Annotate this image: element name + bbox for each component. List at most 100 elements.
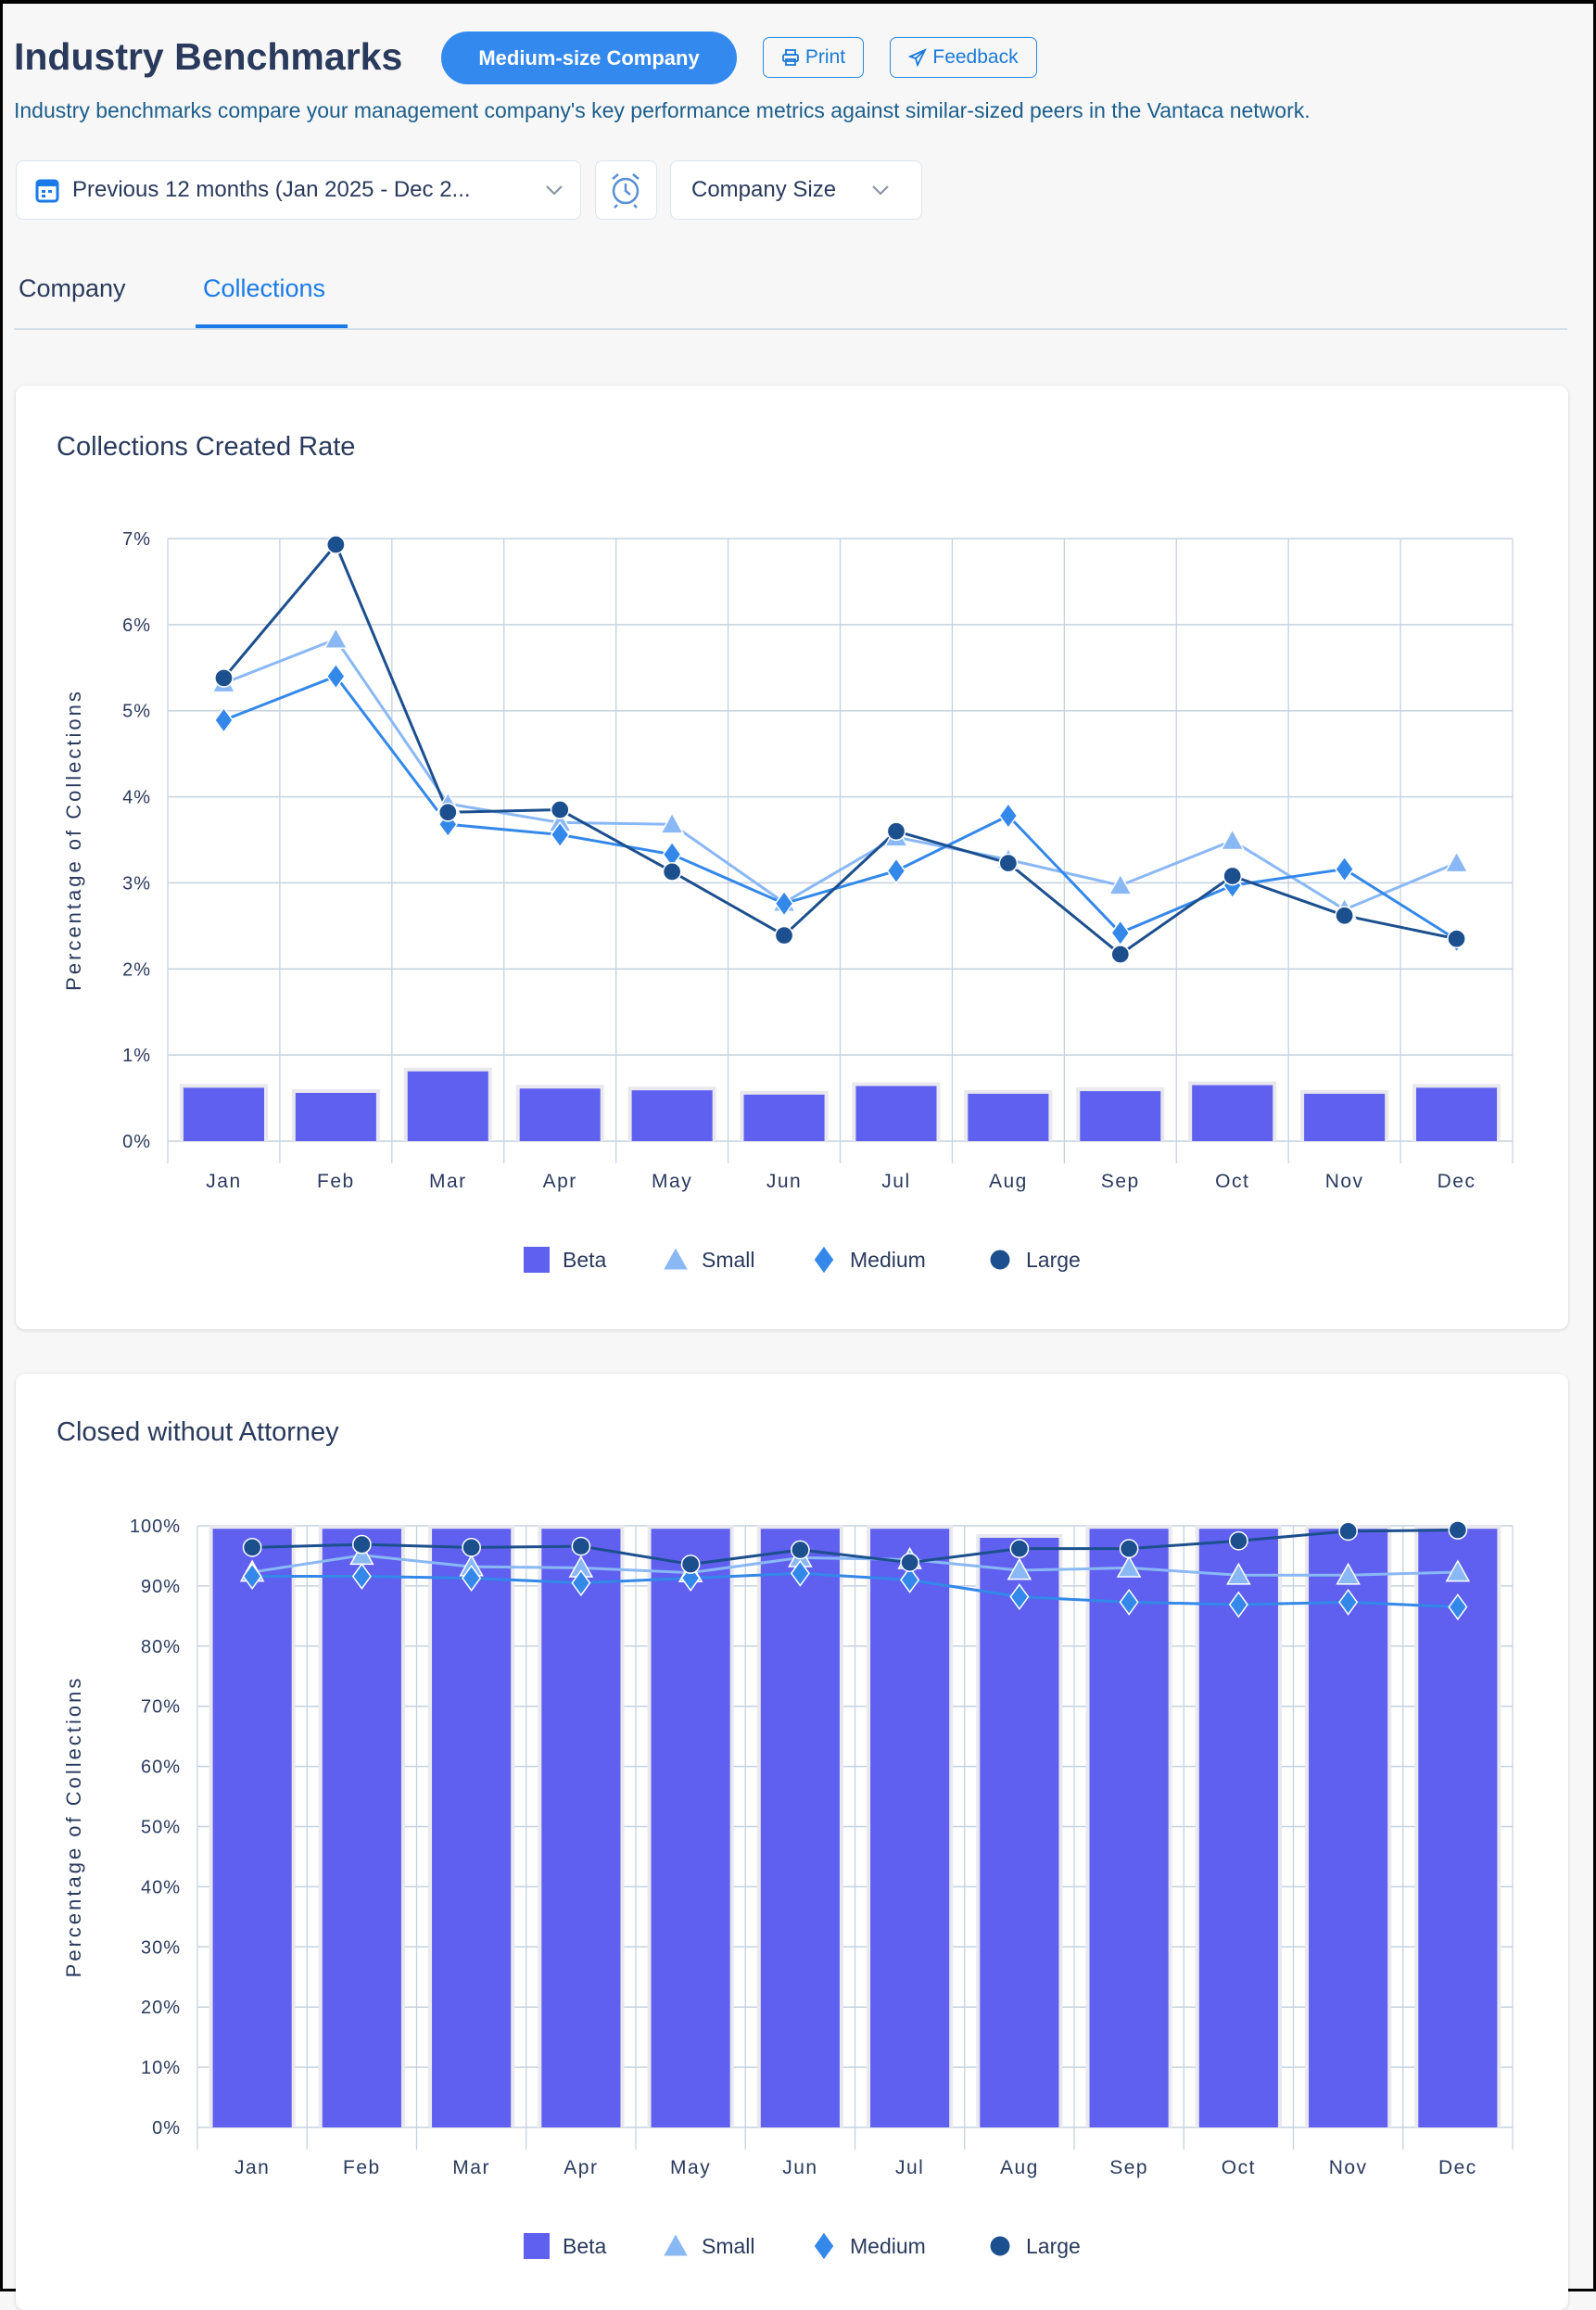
bar-beta <box>183 1087 264 1141</box>
y-tick-label: 10% <box>141 2058 181 2078</box>
legend-beta-label: Beta <box>563 1248 607 1272</box>
bar-beta <box>760 1529 840 2127</box>
feedback-button[interactable]: Feedback <box>890 37 1037 78</box>
legend-beta-swatch <box>524 2233 550 2259</box>
legend-small-marker <box>661 1245 690 1271</box>
point-small <box>1445 1559 1471 1582</box>
point-medium <box>998 802 1019 830</box>
date-range-value: Previous 12 months (Jan 2025 - Dec 2... <box>72 177 471 202</box>
point-large <box>214 668 234 688</box>
date-range-dropdown[interactable]: Previous 12 months (Jan 2025 - Dec 2... <box>16 160 581 220</box>
point-medium <box>790 1559 810 1587</box>
line-small <box>251 1554 1458 1577</box>
point-medium <box>242 1563 262 1590</box>
bar-beta <box>541 1529 621 2127</box>
legend-large-marker <box>989 2235 1011 2257</box>
chart-closed-without-attorney: 0% 10% 20% 30% 40% 50% 60% 70% 80% 90% 100% Percent… <box>62 1517 1514 2262</box>
schedule-button[interactable] <box>595 160 657 220</box>
point-medium <box>1110 919 1131 946</box>
point-large <box>662 862 682 882</box>
x-tick-label: Jun <box>782 2157 817 2178</box>
legend-large-marker <box>989 1249 1011 1271</box>
point-large <box>1222 866 1243 886</box>
x-tick-label: Oct <box>1222 2157 1256 2178</box>
company-size-badge[interactable]: Medium-size Company <box>441 32 737 84</box>
point-large <box>352 1534 372 1555</box>
y-tick-label: 6% <box>122 616 151 636</box>
point-small <box>1007 1557 1032 1580</box>
legend-medium-label: Medium <box>850 1248 926 1272</box>
x-tick-label: Apr <box>543 1171 577 1192</box>
point-medium <box>325 663 346 691</box>
point-medium <box>550 820 570 848</box>
company-size-dropdown[interactable]: Company Size <box>670 160 922 220</box>
point-medium <box>351 1563 372 1590</box>
chart-card-collections-created-rate: Collections Created Rate 0% 1% 2% 3% 4% 5% 6% 7… <box>16 386 1568 1329</box>
point-small <box>1336 1562 1361 1585</box>
point-large <box>326 535 346 554</box>
bar-beta <box>212 1529 292 2127</box>
x-tick-label: Aug <box>1000 2157 1039 2178</box>
point-small <box>1220 828 1245 851</box>
bar-beta <box>322 1529 401 2127</box>
bar-beta <box>980 1537 1059 2127</box>
point-large <box>774 925 794 946</box>
print-label: Print <box>804 46 846 68</box>
y-tick-label: 100% <box>130 1517 181 1537</box>
legend-medium-marker <box>812 2230 836 2262</box>
x-tick-label: May <box>652 1171 692 1192</box>
point-large <box>1335 906 1354 926</box>
feedback-label: Feedback <box>932 46 1019 68</box>
point-medium <box>1228 1591 1248 1618</box>
point-large <box>998 853 1019 873</box>
point-medium <box>886 857 906 884</box>
point-medium <box>1009 1583 1030 1611</box>
tab-company[interactable]: Company <box>19 274 126 302</box>
bar-beta <box>407 1071 488 1141</box>
point-medium <box>571 1569 591 1597</box>
point-large <box>571 1536 591 1556</box>
x-tick-label: Nov <box>1329 2157 1368 2178</box>
bar-beta <box>1198 1529 1278 2127</box>
point-small <box>323 627 348 649</box>
chart-title: Collections Created Rate <box>57 432 356 462</box>
point-medium <box>1338 1588 1359 1616</box>
chevron-down-icon <box>546 185 563 196</box>
y-tick-label: 3% <box>122 873 151 894</box>
x-tick-label: Apr <box>564 2157 598 2178</box>
bar-beta <box>651 1529 730 2127</box>
tab-collections[interactable]: Collections <box>203 274 326 302</box>
y-tick-label: 90% <box>141 1577 181 1597</box>
y-tick-label: 2% <box>122 959 151 980</box>
point-medium <box>900 1566 920 1593</box>
bar-beta <box>1089 1529 1169 2127</box>
y-tick-label: 0% <box>122 1132 151 1152</box>
x-tick-label: Oct <box>1215 1171 1249 1192</box>
point-medium <box>1335 856 1355 883</box>
point-large <box>437 802 458 822</box>
bar-beta <box>432 1529 512 2127</box>
x-tick-label: Aug <box>989 1171 1028 1192</box>
x-tick-label: Feb <box>343 2157 381 2178</box>
y-tick-label: 0% <box>152 2118 181 2139</box>
chevron-down-icon <box>872 185 889 196</box>
point-large <box>1009 1539 1030 1559</box>
print-button[interactable]: Print <box>763 37 864 78</box>
legend-medium-label: Medium <box>850 2234 926 2258</box>
x-tick-label: Dec <box>1438 1171 1476 1192</box>
tabs-divider <box>14 328 1567 330</box>
x-tick-label: Jan <box>234 2157 270 2178</box>
bar-beta <box>1080 1091 1161 1141</box>
legend-medium-marker <box>812 1244 836 1276</box>
bar-beta <box>743 1094 825 1141</box>
bar-beta <box>855 1085 937 1141</box>
legend-small-label: Small <box>702 1248 755 1272</box>
legend-small-marker <box>661 2231 690 2257</box>
bar-beta <box>870 1529 950 2127</box>
legend-beta-label: Beta <box>563 2234 607 2258</box>
x-tick-label: Mar <box>429 1171 467 1192</box>
point-small <box>1226 1562 1251 1585</box>
point-small <box>1108 872 1134 895</box>
chart-card-closed-without-attorney: Closed without Attorney 0% 10% 20% 30% 40% 50… <box>16 1374 1568 2310</box>
point-large <box>680 1555 701 1574</box>
